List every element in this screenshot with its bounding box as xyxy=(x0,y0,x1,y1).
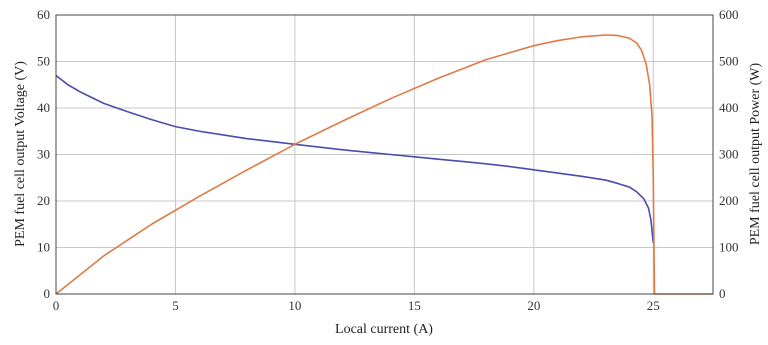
x-tick-label: 10 xyxy=(288,298,301,313)
y-left-tick-label: 60 xyxy=(37,7,50,22)
y-right-tick-label: 200 xyxy=(719,193,739,208)
plot-frame xyxy=(55,14,714,295)
power-series-line xyxy=(55,34,713,295)
y-right-tick-label: 600 xyxy=(719,7,739,22)
x-tick-label: 25 xyxy=(647,298,660,313)
voltage-series-line xyxy=(55,74,655,243)
y-left-tick-label: 10 xyxy=(37,240,50,255)
y-right-tick-label: 500 xyxy=(719,54,739,69)
x-tick-label: 15 xyxy=(408,298,421,313)
y-axis-left-label: PEM fuel cell output Voltage (V) xyxy=(13,61,28,247)
y-left-tick-label: 50 xyxy=(37,54,50,69)
series-lines xyxy=(55,34,713,295)
y-left-tick-label: 0 xyxy=(44,286,51,301)
x-axis-label: Local current (A) xyxy=(335,322,433,337)
y-right-tick-label: 0 xyxy=(719,286,726,301)
y-right-tick-label: 400 xyxy=(719,100,739,115)
y-axis-right-label: PEM fuel cell output Power (W) xyxy=(748,62,763,245)
y-left-tick-label: 20 xyxy=(37,193,50,208)
y-left-tick-label: 40 xyxy=(37,100,50,115)
x-tick-label: 20 xyxy=(527,298,540,313)
y-right-tick-label: 100 xyxy=(719,240,739,255)
x-tick-label: 0 xyxy=(53,298,60,313)
y-right-tick-label: 300 xyxy=(719,147,739,162)
y-left-tick-label: 30 xyxy=(37,147,50,162)
tick-labels: 0 5 10 15 20 25010203040506001002003004005006… xyxy=(37,7,739,313)
x-tick-label: 5 xyxy=(172,298,179,313)
